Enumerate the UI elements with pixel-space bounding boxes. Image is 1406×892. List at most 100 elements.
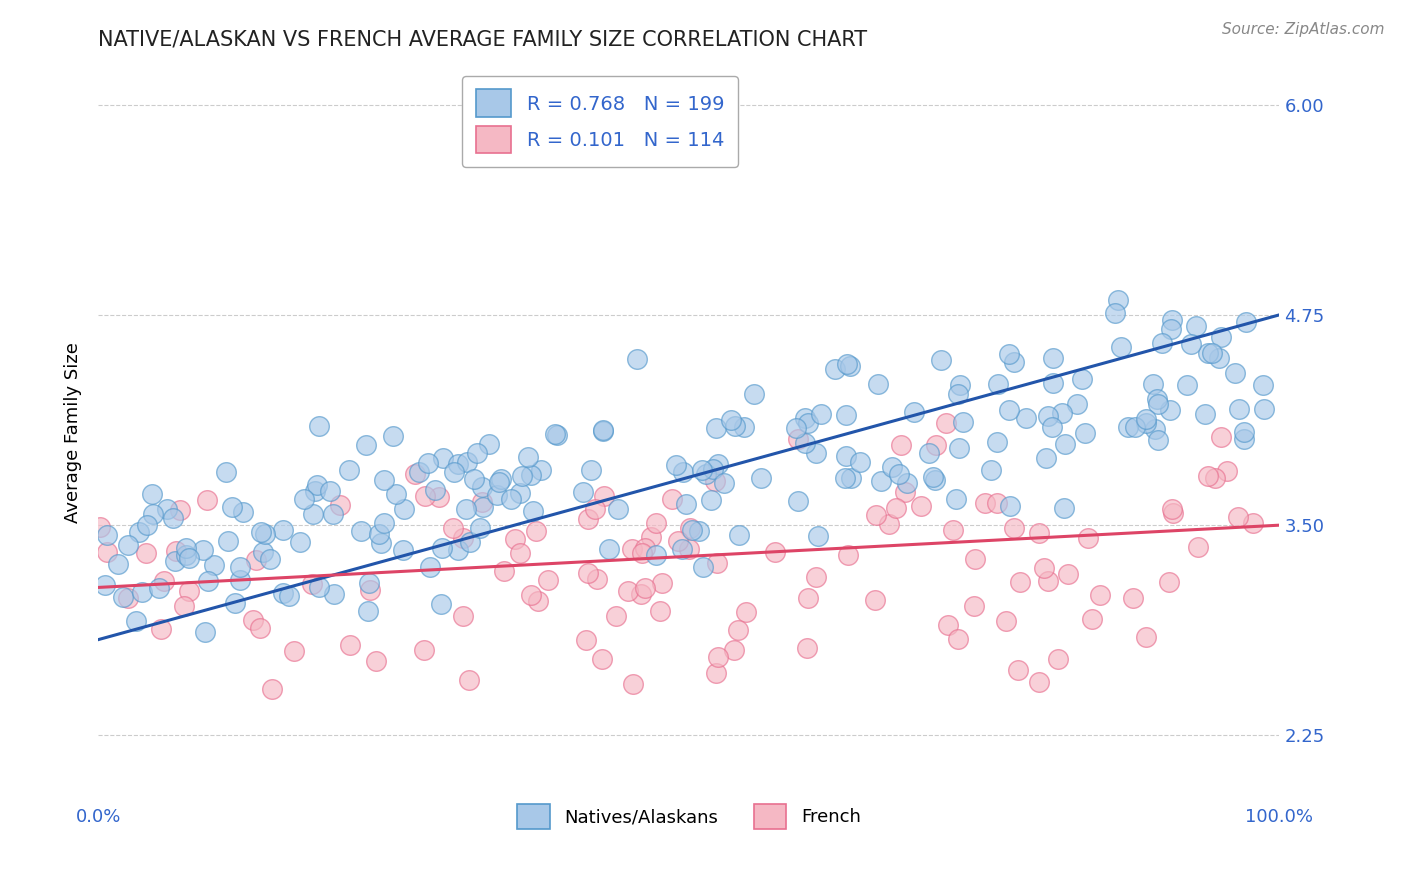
Point (986, 495, 1008, 509)
Point (672, 465, 695, 479)
Point (142, 508, 165, 522)
Point (1208, 351, 1230, 366)
Point (509, 486, 531, 500)
Point (522, 504, 544, 518)
Point (456, 455, 478, 469)
Point (478, 437, 501, 451)
Point (887, 467, 910, 481)
Point (936, 618, 959, 632)
Point (1161, 312, 1184, 326)
Point (724, 419, 747, 434)
Point (1211, 329, 1233, 343)
Point (896, 475, 918, 490)
Point (742, 386, 765, 401)
Point (1077, 531, 1099, 545)
Point (1081, 612, 1104, 626)
Point (162, 511, 184, 525)
Point (1111, 340, 1133, 354)
Point (1107, 293, 1129, 307)
Point (404, 467, 426, 481)
Point (787, 432, 810, 446)
Point (408, 465, 430, 479)
Point (519, 589, 541, 603)
Point (581, 463, 603, 477)
Point (174, 541, 197, 555)
Point (1122, 591, 1144, 605)
Point (94, 578, 117, 592)
Point (292, 491, 315, 506)
Point (804, 446, 827, 460)
Point (1227, 402, 1250, 417)
Point (640, 530, 662, 544)
Point (419, 560, 441, 574)
Point (727, 624, 749, 638)
Point (942, 523, 965, 537)
Point (423, 483, 446, 497)
Point (471, 480, 494, 494)
Point (546, 428, 568, 442)
Point (173, 599, 195, 613)
Point (728, 528, 751, 542)
Point (591, 651, 613, 665)
Point (486, 488, 509, 502)
Point (370, 535, 392, 549)
Point (432, 541, 454, 556)
Point (863, 593, 886, 607)
Point (301, 577, 323, 591)
Point (509, 546, 531, 560)
Point (645, 549, 668, 563)
Point (713, 476, 735, 491)
Point (165, 543, 187, 558)
Point (1050, 406, 1073, 420)
Point (135, 517, 157, 532)
Point (793, 436, 815, 450)
Point (252, 545, 274, 559)
Point (277, 589, 299, 603)
Point (194, 624, 217, 639)
Point (468, 521, 491, 535)
Point (650, 604, 672, 618)
Point (963, 599, 986, 613)
Point (242, 613, 264, 627)
Point (1066, 397, 1088, 411)
Point (451, 531, 474, 545)
Point (877, 516, 900, 531)
Point (124, 615, 146, 629)
Point (392, 501, 415, 516)
Point (671, 541, 693, 556)
Point (305, 477, 328, 491)
Point (592, 423, 614, 437)
Point (1042, 351, 1064, 365)
Point (797, 416, 820, 430)
Point (1147, 433, 1170, 447)
Point (924, 473, 946, 487)
Point (373, 516, 395, 530)
Point (1227, 510, 1250, 524)
Point (250, 525, 273, 540)
Point (1135, 630, 1157, 644)
Point (505, 532, 527, 546)
Point (578, 566, 600, 581)
Point (572, 485, 595, 500)
Point (787, 494, 810, 508)
Point (443, 465, 465, 479)
Point (1144, 422, 1167, 436)
Point (621, 541, 644, 556)
Point (1052, 501, 1074, 516)
Point (1035, 450, 1057, 465)
Point (1042, 376, 1064, 390)
Point (835, 409, 858, 423)
Point (925, 438, 948, 452)
Point (458, 535, 481, 549)
Point (527, 594, 550, 608)
Point (1028, 525, 1050, 540)
Point (1090, 588, 1112, 602)
Point (918, 446, 941, 460)
Point (150, 622, 173, 636)
Point (117, 538, 139, 552)
Point (1028, 675, 1050, 690)
Point (356, 604, 378, 618)
Point (283, 644, 305, 658)
Point (1135, 417, 1157, 431)
Point (537, 574, 560, 588)
